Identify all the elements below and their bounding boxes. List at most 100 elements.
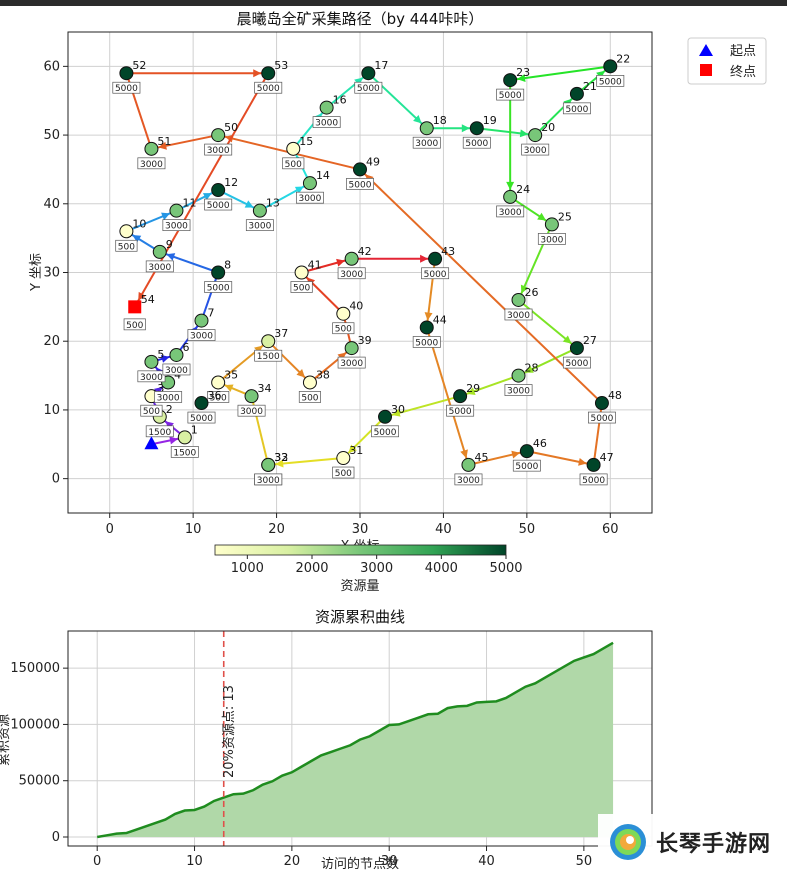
node-53	[261, 66, 276, 81]
node-value-label: 5000	[415, 338, 438, 348]
cumulative-plot-frame	[67, 630, 653, 847]
route-arrowhead	[158, 141, 167, 150]
node-value-box	[521, 143, 550, 156]
node-id-label: 19	[483, 114, 497, 127]
node-value-box	[145, 425, 174, 438]
node-value-box	[204, 143, 233, 156]
node-value-label: 3000	[298, 194, 321, 204]
node-value-box	[187, 411, 216, 424]
node-value-box	[137, 370, 166, 383]
node-id-label: 2	[166, 403, 173, 416]
route-arrowhead	[294, 186, 304, 194]
node-value-box	[290, 281, 313, 293]
cumulative-area	[96, 631, 614, 846]
node-value-label: 1500	[148, 428, 171, 438]
colorbar-tick-label: 4000	[425, 561, 458, 576]
route-arrowhead	[224, 384, 234, 392]
node-7	[194, 313, 209, 328]
colorbar-label: 资源量	[340, 579, 379, 594]
colorbar-gradient	[214, 544, 507, 556]
main-ylabel: Y 坐标	[29, 253, 44, 292]
node-value-box	[337, 356, 366, 369]
node-23	[503, 73, 518, 88]
route-arrowhead	[275, 459, 284, 468]
route-arrowhead	[153, 386, 163, 396]
node-value-label: 5000	[424, 270, 447, 280]
node-value-label: 3000	[148, 263, 171, 273]
node-id-label: 5	[157, 348, 164, 361]
x-tick-label: 40	[435, 522, 452, 537]
node-44	[419, 320, 434, 335]
node-value-label: 5000	[207, 201, 230, 211]
node-id-label: 21	[583, 80, 597, 93]
node-value-box	[145, 260, 174, 273]
node-value-box	[254, 473, 283, 486]
node-value-box	[162, 363, 191, 376]
node-value-box	[115, 239, 138, 252]
node-id-label: 47	[600, 451, 614, 464]
node-48	[594, 396, 609, 411]
route-arrowhead	[460, 449, 468, 459]
route-arrowhead	[524, 365, 534, 373]
node-value-box	[245, 219, 274, 232]
colorbar-tick-label: 5000	[489, 561, 522, 576]
node-value-label: 5000	[257, 84, 280, 94]
node-value-box	[346, 178, 374, 190]
node-id-label: 7	[207, 307, 214, 320]
node-value-label: 500	[210, 393, 227, 403]
route-arrowhead	[165, 421, 174, 430]
node-id-label: 1	[191, 423, 198, 436]
node-33	[261, 457, 276, 472]
route-arrowhead	[537, 212, 547, 221]
node-value-label: 5000	[349, 180, 372, 190]
node-value-box	[421, 267, 450, 280]
node-value-label: 5000	[357, 84, 380, 94]
node-value-label: 5000	[565, 105, 588, 115]
node-20	[528, 128, 543, 143]
y-tick-label: 40	[43, 197, 60, 212]
node-value-label: 3000	[248, 222, 271, 232]
swirl-logo-icon	[610, 824, 646, 860]
node-value-box	[562, 356, 591, 369]
route-arrowhead	[578, 457, 587, 466]
node-value-label: 3000	[240, 407, 263, 417]
node-id-label: 31	[349, 444, 363, 457]
route-arrowhead	[420, 254, 429, 263]
node-value-label: 3000	[207, 146, 230, 156]
node-value-label: 500	[285, 160, 302, 170]
node-17	[361, 66, 376, 81]
x-tick-label: 10	[186, 854, 203, 869]
node-value-box	[537, 233, 566, 245]
node-40	[336, 306, 351, 321]
node-id-label: 43	[441, 245, 455, 258]
node-value-box	[496, 88, 525, 101]
route-arrowhead	[160, 355, 170, 363]
colorbar-ticks: 1000 2000 3000 4000 5000	[231, 555, 523, 576]
node-45	[461, 457, 476, 472]
node-13	[252, 203, 267, 218]
node-42	[344, 251, 359, 266]
colorbar-tick-label: 1000	[231, 561, 264, 576]
node-id-label: 27	[583, 334, 597, 347]
node-value-box	[137, 157, 166, 170]
node-value-box	[332, 466, 355, 479]
node-41	[294, 265, 309, 280]
route-arrowhead	[244, 200, 254, 208]
node-value-box	[204, 281, 233, 293]
node-51	[144, 141, 159, 156]
node-value-label: 3000	[507, 311, 530, 321]
node-value-label: 500	[293, 284, 310, 294]
route-segment	[510, 65, 611, 82]
route-arrowhead	[517, 74, 526, 83]
node-35	[211, 375, 226, 390]
node-value-box	[123, 318, 146, 331]
node-26	[511, 292, 526, 307]
marker-line-label: 20%资源点: 13	[222, 685, 237, 778]
start-marker	[144, 436, 159, 450]
y-tick-label: 50	[43, 128, 60, 143]
main-grid	[68, 32, 652, 513]
node-value-label: 3000	[499, 208, 522, 218]
node-value-box	[298, 391, 321, 403]
node-46	[519, 444, 534, 459]
y-tick-label: 60	[43, 59, 60, 74]
